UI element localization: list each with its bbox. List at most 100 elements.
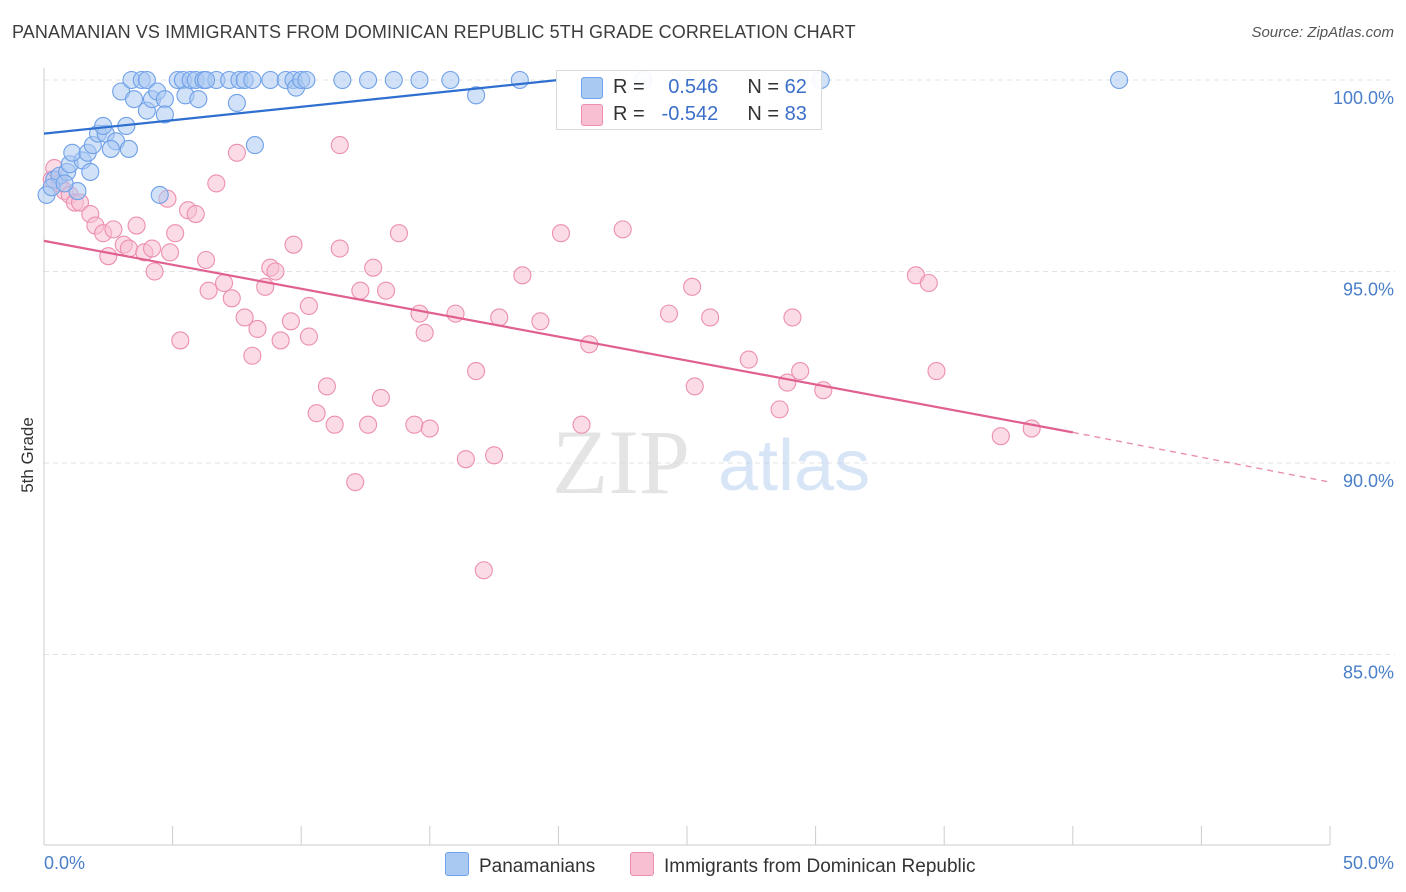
- legend-item-panamanians[interactable]: Panamanians: [445, 852, 595, 878]
- dominican-point: [104, 220, 123, 239]
- dominican-point: [214, 273, 234, 293]
- dominican-point: [346, 473, 365, 492]
- panamanian-point: [333, 70, 352, 90]
- legend-label: Immigrants from Dominican Republic: [664, 856, 976, 877]
- dominican-point: [389, 224, 408, 243]
- panamanian-point: [441, 70, 460, 90]
- legend-item-dominican[interactable]: Immigrants from Dominican Republic: [630, 852, 976, 878]
- legend-swatch-blue: [445, 852, 469, 876]
- y-axis-label: 5th Grade: [18, 417, 37, 493]
- dominican-point: [196, 250, 216, 270]
- dominican-point: [364, 258, 383, 277]
- dominican-point: [160, 243, 180, 262]
- legend-n-label: N =: [747, 76, 780, 98]
- x-tick-label: 50.0%: [1343, 853, 1394, 873]
- legend-r-value: 0.546: [668, 76, 719, 98]
- dominican-point: [783, 308, 802, 327]
- dominican-point: [145, 262, 164, 281]
- watermark: ZIP atlas: [552, 411, 870, 513]
- chart-title: PANAMANIAN VS IMMIGRANTS FROM DOMINICAN …: [12, 22, 856, 42]
- dominican-point: [271, 331, 290, 350]
- dominican-point: [299, 296, 318, 316]
- dominican-point: [531, 312, 550, 331]
- panamanian-point: [245, 136, 264, 155]
- panamanian-point: [150, 185, 169, 204]
- dominican-point: [166, 224, 185, 243]
- x-tick-label: 0.0%: [44, 853, 85, 873]
- panamanian-point: [297, 70, 316, 90]
- panamanian-point: [119, 139, 138, 158]
- panamanian-point: [510, 70, 529, 90]
- y-tick-label: 90.0%: [1343, 471, 1394, 491]
- dominican-point: [420, 419, 439, 438]
- dominican-point: [456, 450, 475, 469]
- panamanian-trend-line: [43, 78, 559, 135]
- panamanian-point: [227, 93, 246, 113]
- dominican-point: [325, 415, 344, 434]
- dominican-point: [572, 415, 591, 434]
- dominican-point: [701, 308, 720, 327]
- legend-swatch-pink: [581, 104, 603, 126]
- legend-r-label: R =: [613, 103, 645, 125]
- dominican-point: [299, 327, 318, 346]
- panamanian-point: [155, 105, 174, 124]
- panamanian-point: [410, 70, 429, 90]
- dominican-point: [99, 247, 118, 266]
- dominican-point: [685, 377, 704, 396]
- dominican-point: [142, 239, 162, 258]
- dominican-point: [359, 415, 378, 434]
- legend-swatch-blue: [581, 77, 603, 99]
- dominican-point: [513, 266, 532, 285]
- panamanian-point: [124, 90, 144, 109]
- dominican-point: [227, 143, 246, 162]
- stats-legend: R = 0.546 N = 62 R = -0.542 N = 83: [556, 70, 822, 130]
- dominican-point: [613, 220, 632, 239]
- legend-n-value: 83: [784, 103, 807, 125]
- dominican-point: [927, 362, 946, 381]
- dominican-point: [467, 362, 486, 381]
- y-tick-labels: 85.0% 90.0% 95.0% 100.0%: [1333, 88, 1394, 683]
- dominican-point: [199, 281, 218, 300]
- dominican-point: [248, 319, 267, 339]
- dominican-point: [551, 224, 571, 243]
- dominican-point: [405, 415, 424, 434]
- panamanian-point: [101, 139, 120, 158]
- panamanian-point: [55, 174, 74, 193]
- panamanian-point: [1110, 70, 1129, 90]
- series-panamanian-points: [37, 70, 1129, 204]
- dominican-point: [485, 446, 504, 465]
- panamanian-point: [189, 90, 208, 109]
- panamanian-point: [359, 70, 378, 90]
- dominican-trend-line: [43, 239, 1074, 434]
- dominican-point: [330, 136, 349, 155]
- panamanian-point: [243, 70, 262, 90]
- dominican-point: [919, 273, 938, 293]
- panamanian-point: [81, 162, 100, 181]
- series-dominican-points: [42, 136, 1041, 580]
- series-legend: Panamanians Immigrants from Dominican Re…: [0, 852, 1406, 878]
- dominican-trend-extension: [1072, 431, 1331, 483]
- trend-lines: [43, 78, 1331, 483]
- y-tick-label: 85.0%: [1343, 663, 1394, 683]
- panamanian-point: [155, 90, 174, 109]
- dominican-point: [307, 404, 326, 423]
- dominican-point: [330, 239, 349, 258]
- dominican-point: [410, 304, 429, 323]
- dominican-point: [474, 561, 493, 580]
- legend-n-value: 62: [784, 76, 807, 98]
- dominican-point: [127, 216, 146, 235]
- dominican-point: [415, 323, 434, 342]
- panamanian-point: [384, 70, 403, 90]
- dominican-point: [243, 346, 262, 365]
- dominican-point: [317, 377, 336, 396]
- source-label: Source: ZipAtlas.com: [1251, 24, 1394, 41]
- legend-r-value: -0.542: [661, 103, 719, 125]
- dominican-point: [377, 281, 396, 300]
- panamanian-point: [63, 143, 82, 162]
- dominican-point: [371, 388, 390, 407]
- panamanian-point: [467, 86, 486, 105]
- dominican-point: [266, 262, 285, 281]
- legend-swatch-pink: [630, 852, 654, 876]
- dominican-point: [991, 427, 1010, 446]
